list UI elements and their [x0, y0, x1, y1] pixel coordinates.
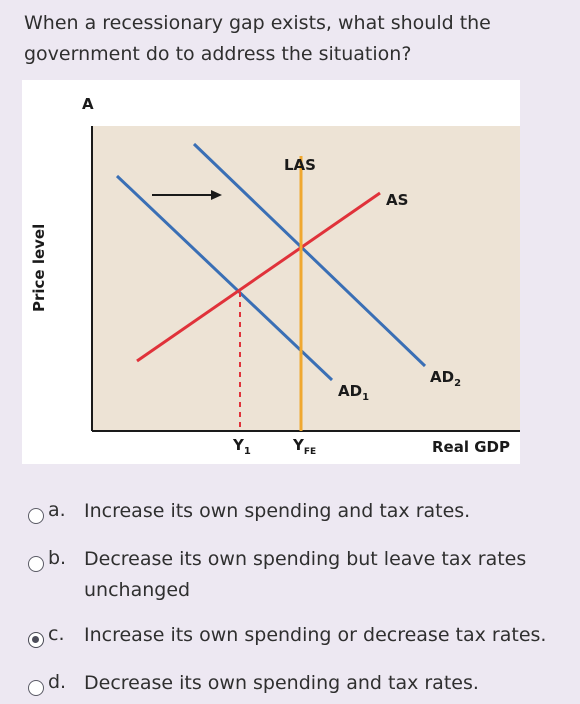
ad1-label: AD1 — [338, 382, 369, 403]
option-b-text: Decrease its own spending but leave tax … — [84, 548, 527, 601]
option-a[interactable]: a. Increase its own spending and tax rat… — [0, 496, 580, 532]
option-b[interactable]: b. Decrease its own spending but leave t… — [0, 544, 580, 606]
y-axis-label: Price level — [30, 224, 48, 312]
question-text: When a recessionary gap exists, what sho… — [24, 12, 491, 65]
ad2-label: AD2 — [430, 368, 461, 389]
graph-svg: A Price level Real GDP LAS AS AD1 AD2 Y1… — [30, 95, 520, 457]
yfe-tick-main: Y — [292, 436, 305, 454]
las-label: LAS — [284, 156, 316, 174]
option-b-letter: b. — [48, 547, 67, 569]
option-c-radio[interactable] — [28, 632, 44, 648]
option-c-letter: c. — [48, 623, 65, 645]
ad2-label-sub: 2 — [454, 378, 461, 389]
ad1-label-main: AD — [338, 382, 362, 400]
ad2-label-main: AD — [430, 368, 454, 386]
yfe-tick-sub: FE — [304, 447, 316, 457]
as-curve — [136, 191, 381, 363]
option-d[interactable]: d. Decrease its own spending and tax rat… — [0, 668, 580, 704]
option-d-text: Decrease its own spending and tax rates. — [84, 672, 479, 694]
option-c[interactable]: c. Increase its own spending or decrease… — [0, 620, 580, 656]
as-label: AS — [386, 191, 408, 209]
yfe-tick-label: YFE — [292, 436, 316, 457]
y1-tick-main: Y — [232, 436, 245, 454]
economics-graph: A Price level Real GDP LAS AS AD1 AD2 Y1… — [22, 80, 520, 464]
option-a-radio[interactable] — [28, 508, 44, 524]
plot-area — [92, 126, 520, 431]
y1-tick-label: Y1 — [232, 436, 251, 457]
option-a-text: Increase its own spending and tax rates. — [84, 500, 471, 522]
y1-tick-sub: 1 — [244, 446, 251, 457]
shift-arrow-head — [211, 190, 222, 200]
option-c-text: Increase its own spending or decrease ta… — [84, 624, 547, 646]
ad2-curve — [192, 142, 427, 368]
option-a-letter: a. — [48, 499, 66, 521]
option-b-radio[interactable] — [28, 556, 44, 572]
option-d-radio[interactable] — [28, 680, 44, 696]
ad1-curve — [115, 174, 334, 382]
ad1-label-sub: 1 — [362, 392, 369, 403]
panel-label: A — [82, 95, 94, 113]
option-d-letter: d. — [48, 671, 67, 693]
x-axis-label: Real GDP — [432, 438, 510, 456]
